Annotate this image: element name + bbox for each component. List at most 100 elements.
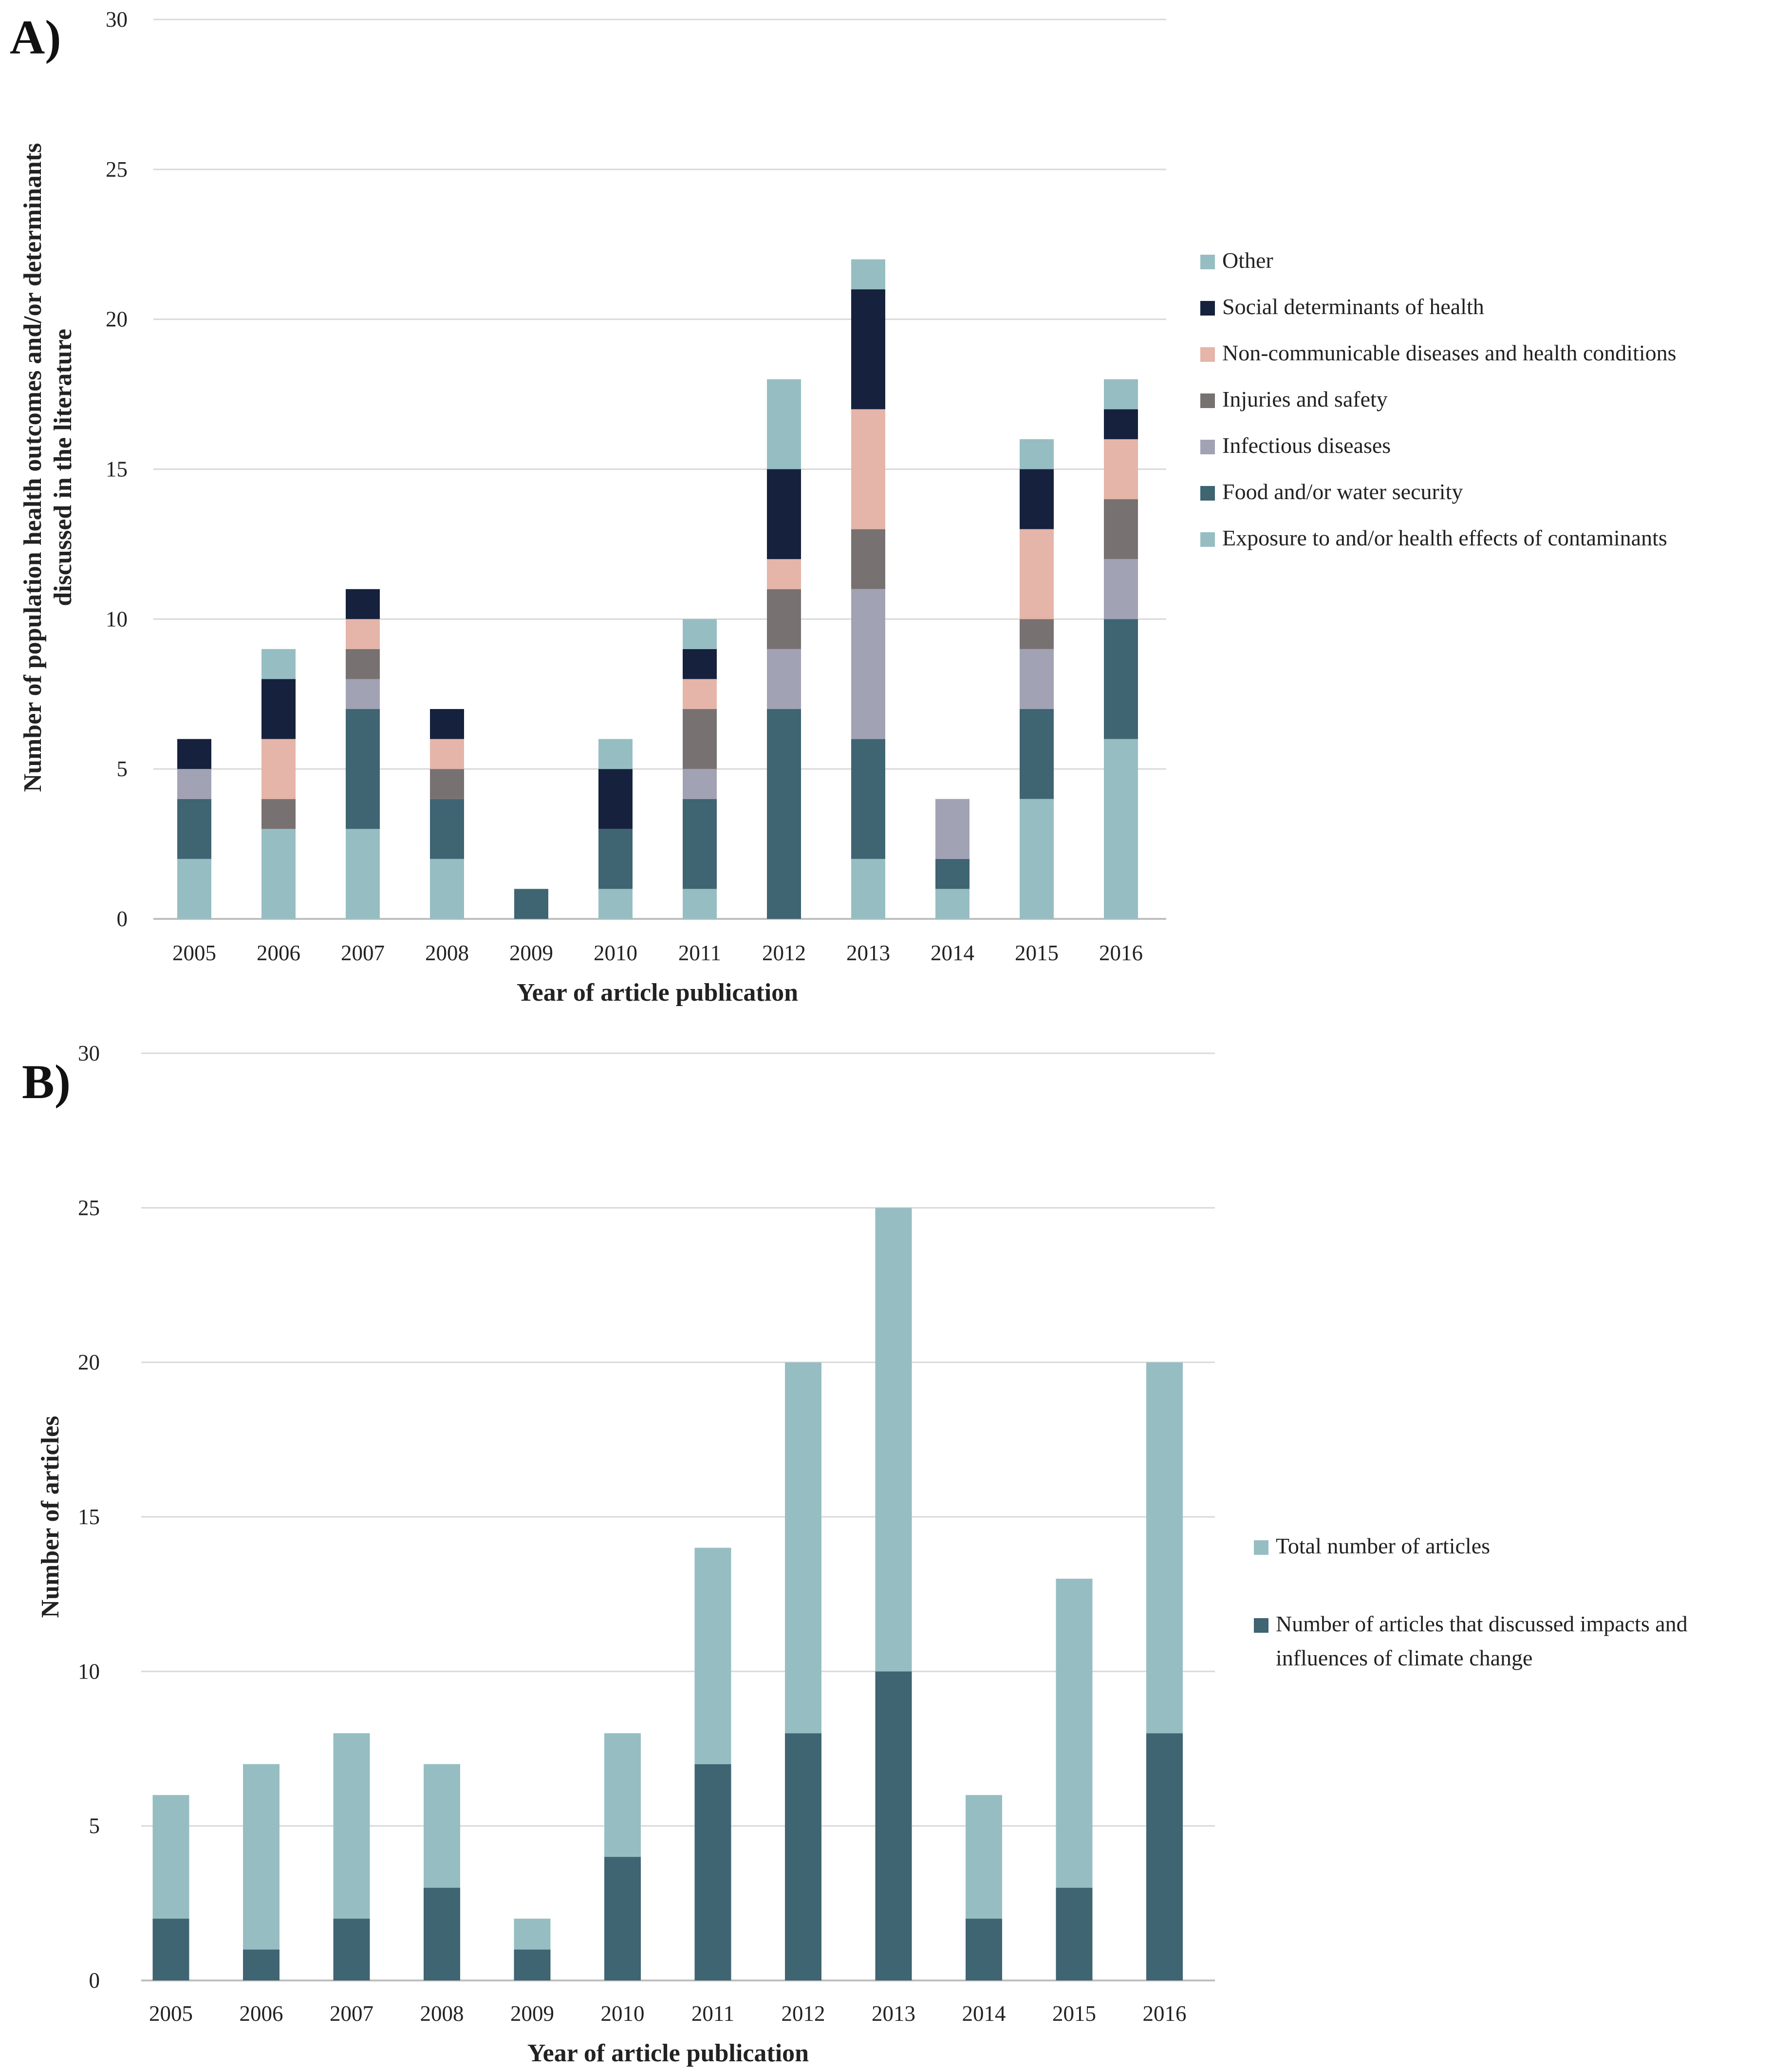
x-tick-label: 2014 [931,941,974,965]
bar-social-determinants-of-health-2013 [851,289,885,410]
legend-label: Total number of articles [1276,1533,1490,1558]
legend-a: Other Social determinants of health Non-co… [1200,248,1677,550]
bar-exposure-to-and-or-health-effects-of-contaminants-2014 [935,889,969,919]
bar-infectious-diseases-2014 [935,799,969,859]
panel-label-b: B) [22,1055,71,1109]
bar-exposure-to-and-or-health-effects-of-contaminants-2013 [851,859,885,919]
bar-food-and-or-water-security-2013 [851,739,885,859]
x-tick-label: 2007 [330,2001,373,2026]
bar-total-number-of-articles-2016 [1146,1362,1183,1734]
x-tick-label: 2012 [782,2001,825,2026]
bar-food-and-or-water-security-2010 [598,829,633,889]
y-tick-label: 20 [106,307,128,332]
y-tick-label: 10 [106,607,128,631]
legend-label: Injuries and safety [1222,387,1388,411]
bar-total-number-of-articles-2009 [514,1919,551,1950]
bar-non-communicable-diseases-and-health-conditions-2008 [430,739,464,769]
bar-number-of-articles-that-discussed-impacts-and-influences-of-climate-change-2014 [966,1919,1002,1980]
chart-b: B) 0 5 10 15 20 25 30 2005 2006 2007 2008 2009 2010 2… [22,1041,1688,2067]
bar-non-communicable-diseases-and-health-conditions-2012 [767,559,801,589]
bar-food-and-or-water-security-2005 [177,799,211,859]
legend-swatch-total-number-of-articles [1254,1540,1268,1555]
bar-injuries-and-safety-2012 [767,589,801,649]
bar-infectious-diseases-2015 [1020,649,1054,709]
bar-injuries-and-safety-2013 [851,529,885,589]
y-tick-label: 30 [78,1041,100,1065]
x-tick-label: 2011 [691,2001,734,2026]
bars-a [177,259,1138,919]
bar-exposure-to-and-or-health-effects-of-contaminants-2011 [683,889,717,919]
legend-label: Food and/or water security [1222,479,1463,504]
bar-infectious-diseases-2007 [346,679,380,709]
bar-non-communicable-diseases-and-health-conditions-2016 [1104,439,1138,500]
bar-number-of-articles-that-discussed-impacts-and-influences-of-climate-change-2009 [514,1949,551,1980]
bar-social-determinants-of-health-2006 [261,679,296,739]
bar-injuries-and-safety-2016 [1104,499,1138,560]
y-tick-label: 5 [117,757,128,781]
legend-label: Non-communicable diseases and health con… [1222,340,1677,365]
bar-number-of-articles-that-discussed-impacts-and-influences-of-climate-change-2006 [243,1949,280,1980]
bar-total-number-of-articles-2007 [333,1733,370,1919]
x-tick-label: 2005 [149,2001,193,2026]
y-tick-label: 10 [78,1659,100,1683]
bar-other-2011 [683,619,717,649]
chart-a: A) 0 5 10 15 20 25 30 2005 2006 2007 2008 2009 2010 2… [10,7,1677,1007]
y-axis-title: Number of articles [37,1416,64,1618]
bar-social-determinants-of-health-2010 [598,769,633,829]
bar-total-number-of-articles-2015 [1056,1578,1093,1888]
bar-exposure-to-and-or-health-effects-of-contaminants-2007 [346,829,380,919]
legend-b: Total number of articles Number of articl… [1254,1533,1688,1670]
bar-injuries-and-safety-2007 [346,649,380,679]
x-tick-label: 2011 [678,941,721,965]
y-tick-label: 5 [89,1814,100,1838]
y-tick-label: 25 [78,1195,100,1220]
x-tick-label: 2005 [172,941,216,965]
x-tick-label: 2008 [420,2001,464,2026]
bar-exposure-to-and-or-health-effects-of-contaminants-2016 [1104,739,1138,919]
x-tick-label: 2015 [1052,2001,1096,2026]
bar-number-of-articles-that-discussed-impacts-and-influences-of-climate-change-2015 [1056,1887,1093,1980]
bar-total-number-of-articles-2013 [875,1208,912,1672]
y-tick-label: 0 [89,1968,100,1993]
y-tick-label: 30 [106,7,128,32]
bar-total-number-of-articles-2012 [785,1362,821,1734]
y-tick-label: 20 [78,1350,100,1375]
x-tick-label: 2016 [1143,2001,1187,2026]
bar-other-2013 [851,259,885,290]
bar-food-and-or-water-security-2016 [1104,619,1138,739]
bar-non-communicable-diseases-and-health-conditions-2011 [683,679,717,709]
x-tick-label: 2012 [762,941,806,965]
legend-swatch-number-of-articles-that-discussed-impacts-and-influences-of-climate-change [1254,1618,1268,1633]
bar-social-determinants-of-health-2016 [1104,409,1138,439]
bar-food-and-or-water-security-2012 [767,709,801,919]
legend-label: influences of climate change [1276,1645,1532,1670]
bar-food-and-or-water-security-2011 [683,799,717,889]
legend-swatch-social-determinants-of-health [1200,301,1215,316]
bar-number-of-articles-that-discussed-impacts-and-influences-of-climate-change-2011 [694,1764,731,1980]
bar-other-2010 [598,739,633,769]
legend-label: Infectious diseases [1222,433,1391,458]
x-tick-label: 2014 [962,2001,1006,2026]
y-tick-label: 25 [106,157,128,182]
bar-food-and-or-water-security-2015 [1020,709,1054,799]
bar-infectious-diseases-2011 [683,769,717,799]
x-tick-label: 2009 [510,2001,554,2026]
bar-non-communicable-diseases-and-health-conditions-2006 [261,739,296,799]
bar-total-number-of-articles-2006 [243,1764,280,1950]
bar-exposure-to-and-or-health-effects-of-contaminants-2010 [598,889,633,919]
bar-social-determinants-of-health-2008 [430,709,464,739]
bar-injuries-and-safety-2006 [261,799,296,829]
x-tick-label: 2016 [1099,941,1143,965]
bar-injuries-and-safety-2015 [1020,619,1054,649]
bar-exposure-to-and-or-health-effects-of-contaminants-2008 [430,859,464,919]
bar-total-number-of-articles-2011 [694,1548,731,1764]
x-tick-label: 2006 [240,2001,283,2026]
bar-other-2015 [1020,439,1054,469]
bar-other-2012 [767,379,801,469]
bar-food-and-or-water-security-2009 [514,889,548,919]
legend-label: Number of articles that discussed impact… [1276,1611,1688,1636]
bar-infectious-diseases-2012 [767,649,801,709]
x-tick-label: 2013 [872,2001,915,2026]
bar-non-communicable-diseases-and-health-conditions-2013 [851,409,885,529]
y-tick-label: 15 [78,1505,100,1529]
